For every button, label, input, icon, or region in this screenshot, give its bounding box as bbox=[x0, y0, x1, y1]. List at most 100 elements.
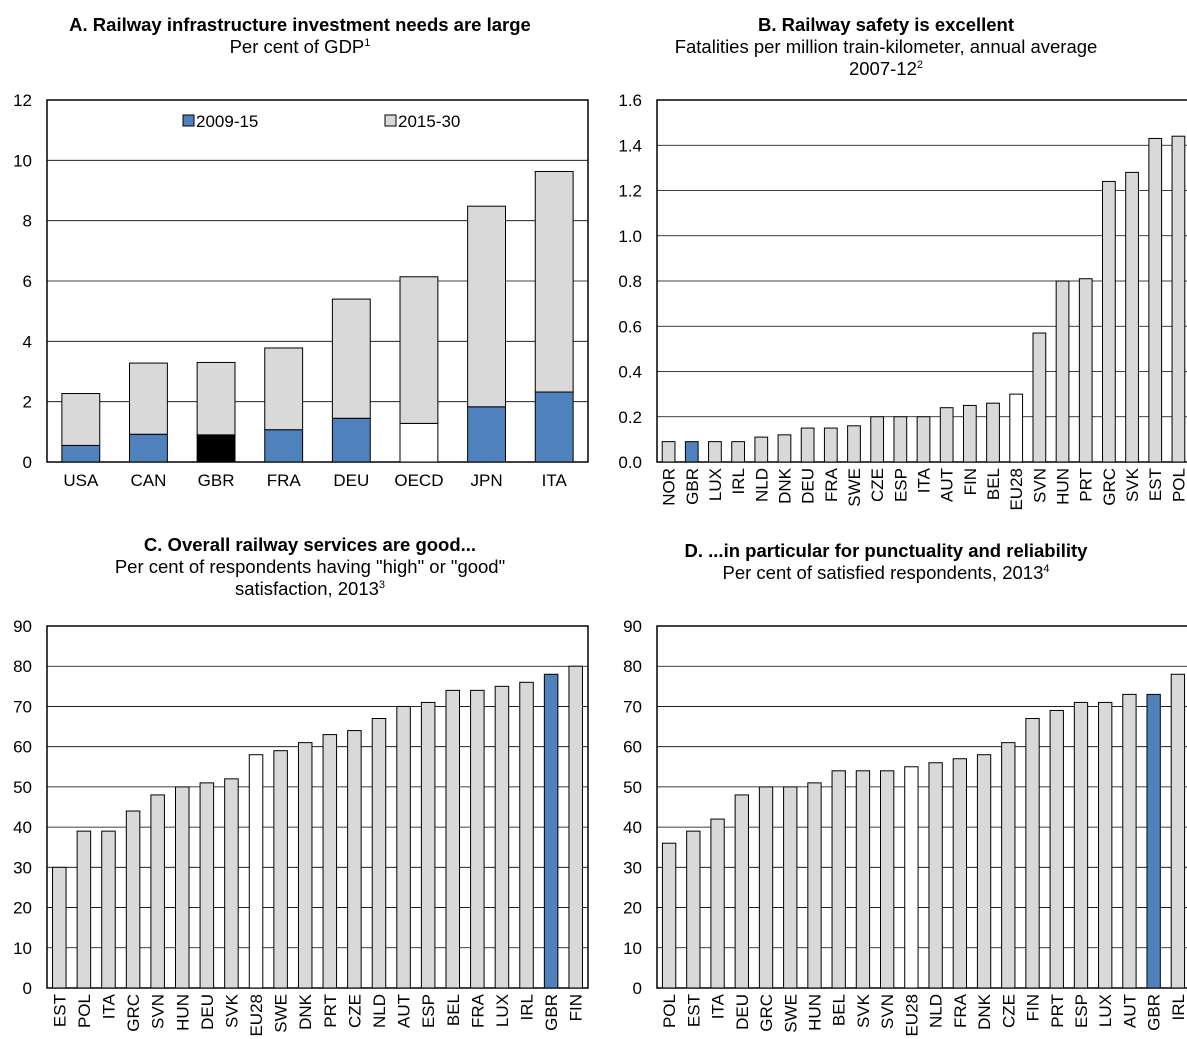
bar bbox=[76, 830, 92, 989]
bar bbox=[297, 742, 313, 989]
bar bbox=[928, 762, 943, 989]
y-tick-label: 2 bbox=[23, 393, 32, 412]
x-tick-label: ESP bbox=[891, 468, 910, 502]
y-tick-label: 10 bbox=[13, 151, 32, 170]
bar bbox=[399, 276, 439, 424]
y-tick-label: 1.0 bbox=[618, 227, 642, 246]
bar bbox=[61, 444, 101, 463]
bar bbox=[519, 681, 534, 989]
bar bbox=[800, 427, 815, 463]
y-tick-label: 0.0 bbox=[618, 453, 642, 472]
y-tick-label: 20 bbox=[623, 899, 642, 918]
y-tick-label: 30 bbox=[13, 858, 32, 877]
bar bbox=[976, 754, 992, 989]
bar bbox=[661, 842, 677, 989]
x-tick-label: GRC bbox=[124, 994, 143, 1032]
x-tick-label: NOR bbox=[660, 468, 679, 506]
bar bbox=[904, 766, 919, 989]
bar bbox=[783, 786, 798, 989]
x-tick-label: GBR bbox=[1145, 994, 1164, 1031]
x-tick-label: IRL bbox=[729, 468, 748, 494]
panel-a-subtitle: Per cent of GDP1 bbox=[229, 36, 371, 57]
panel-d-title: D. ...in particular for punctuality and … bbox=[586, 540, 1186, 584]
bar bbox=[534, 170, 574, 393]
bar bbox=[61, 393, 101, 446]
x-tick-label: FRA bbox=[267, 471, 302, 490]
y-tick-label: 8 bbox=[23, 212, 32, 231]
panel-a: A. Railway infrastructure investment nee… bbox=[0, 0, 600, 500]
bar bbox=[420, 701, 436, 989]
y-tick-label: 6 bbox=[23, 272, 32, 291]
bar bbox=[939, 407, 954, 463]
x-tick-label: POL bbox=[1169, 468, 1187, 502]
bar bbox=[196, 361, 236, 436]
x-tick-label: IRL bbox=[1169, 994, 1187, 1020]
bar bbox=[264, 429, 304, 463]
x-tick-label: ITA bbox=[542, 471, 568, 490]
y-tick-label: 0 bbox=[23, 979, 32, 998]
x-tick-label: SWE bbox=[272, 994, 291, 1033]
panel-b: B. Railway safety is excellent Fatalitie… bbox=[600, 0, 1187, 500]
x-tick-label: POL bbox=[660, 994, 679, 1028]
x-tick-label: SVK bbox=[1123, 467, 1142, 502]
panel-c-title-text: C. Overall railway services are good... bbox=[143, 534, 477, 555]
x-tick-label: FRA bbox=[468, 993, 487, 1028]
bar bbox=[1049, 709, 1064, 989]
panel-b-subtitle2: 2007-122 bbox=[848, 58, 924, 79]
x-tick-label: USA bbox=[63, 471, 99, 490]
bar bbox=[777, 434, 792, 463]
x-tick-label: LUX bbox=[493, 994, 512, 1027]
x-tick-label: PRT bbox=[1077, 468, 1096, 502]
bar bbox=[855, 770, 871, 989]
y-tick-label: 12 bbox=[13, 91, 32, 110]
y-tick-label: 0.2 bbox=[618, 408, 642, 427]
y-tick-label: 0.4 bbox=[618, 363, 642, 382]
bar bbox=[661, 441, 676, 463]
x-tick-label: CAN bbox=[130, 471, 166, 490]
legend-label: 2015-30 bbox=[398, 112, 460, 131]
bar bbox=[101, 830, 116, 989]
bar bbox=[1001, 742, 1016, 989]
chart-a: 0 2 4 6 8 10 12 USA CAN GBR FRA DEU OECD JPN ITA 2009-1… bbox=[13, 91, 589, 490]
bar bbox=[823, 427, 838, 463]
y-tick-label: 40 bbox=[623, 818, 642, 837]
x-tick-label: EU28 bbox=[902, 994, 921, 1037]
bar bbox=[1078, 278, 1093, 463]
bar bbox=[174, 786, 190, 989]
bar bbox=[686, 830, 701, 989]
bar bbox=[893, 416, 908, 463]
x-tick-label: GBR bbox=[683, 468, 702, 505]
panel-d-title-text: D. ...in particular for punctuality and … bbox=[684, 540, 1088, 561]
panel-c: C. Overall railway services are good... … bbox=[0, 520, 600, 1039]
bar bbox=[1146, 693, 1161, 989]
x-tick-label: FIN bbox=[567, 994, 586, 1021]
y-tick-label: 80 bbox=[13, 657, 32, 676]
bar bbox=[1122, 693, 1137, 989]
x-tick-label: DNK bbox=[296, 993, 315, 1030]
x-tick-label: EU28 bbox=[247, 994, 266, 1037]
bar bbox=[399, 422, 439, 463]
y-tick-label: 1.2 bbox=[618, 182, 642, 201]
x-tick-label: GRC bbox=[1100, 468, 1119, 506]
bar bbox=[758, 786, 774, 989]
x-tick-label: OECD bbox=[394, 471, 443, 490]
x-tick-label: CZE bbox=[345, 994, 364, 1028]
bar bbox=[470, 689, 485, 989]
panel-b-title-text: B. Railway safety is excellent bbox=[757, 14, 1015, 35]
bar bbox=[1073, 701, 1089, 989]
bar bbox=[684, 441, 699, 463]
bar bbox=[870, 416, 885, 463]
x-tick-label: GRC bbox=[757, 994, 776, 1032]
bar bbox=[52, 866, 67, 989]
chart-d: 0 10 20 30 40 50 60 70 80 90 POL EST ITA DEU GRC SWE HUN… bbox=[623, 617, 1187, 1037]
plot-frame bbox=[656, 625, 1187, 989]
bar bbox=[248, 754, 264, 989]
x-tick-label: DNK bbox=[975, 993, 994, 1030]
bar bbox=[754, 436, 769, 463]
x-tick-label: GBR bbox=[198, 471, 235, 490]
chart-b: 0.0 0.2 0.4 0.6 0.8 1.0 1.2 1.4 1.6 NOR GBR LUX IRL N… bbox=[618, 91, 1187, 511]
bar bbox=[568, 665, 583, 989]
y-tick-label: 40 bbox=[13, 818, 32, 837]
x-tick-label: EST bbox=[50, 994, 69, 1027]
